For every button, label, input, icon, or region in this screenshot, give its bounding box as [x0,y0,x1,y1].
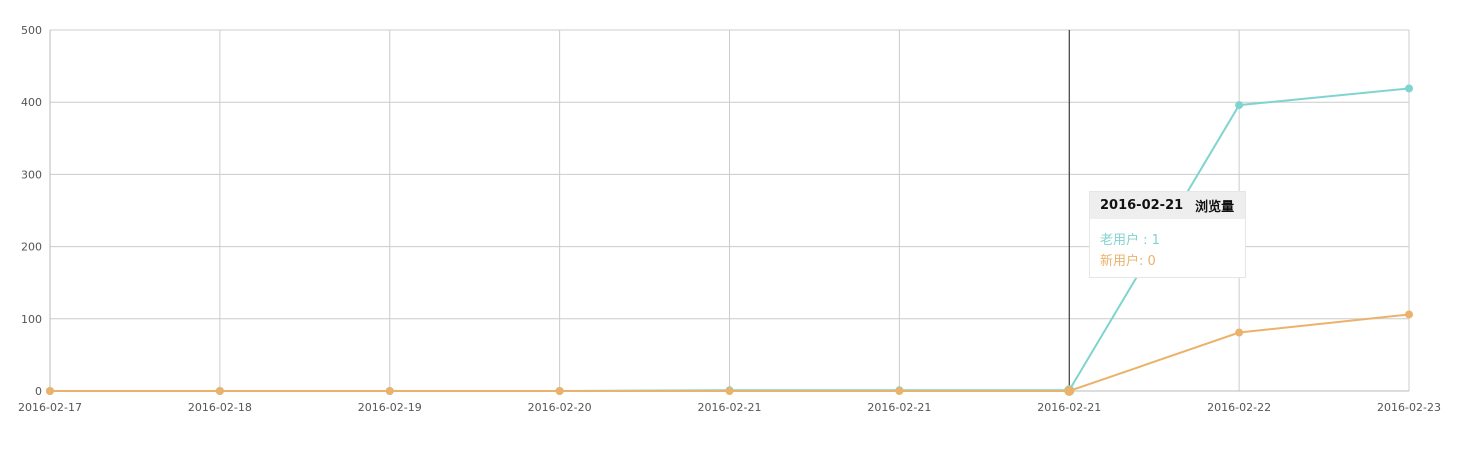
tooltip: 2016-02-21 浏览量 老用户 : 1 新用户: 0 [1089,191,1246,278]
x-tick-label: 2016-02-20 [528,401,592,414]
x-tick-label: 2016-02-17 [18,401,82,414]
tooltip-header: 2016-02-21 浏览量 [1090,192,1245,219]
data-point-1 [1235,328,1244,337]
y-tick-label: 100 [21,313,42,326]
data-point-1 [215,387,224,395]
x-tick-label: 2016-02-21 [698,401,762,414]
x-tick-label: 2016-02-23 [1377,401,1441,414]
tooltip-body: 老用户 : 1 新用户: 0 [1090,219,1245,272]
x-tick-label: 2016-02-21 [867,401,931,414]
tooltip-date: 2016-02-21 [1100,198,1184,213]
y-tick-label: 500 [21,24,42,37]
data-point-0 [1235,101,1244,110]
data-point-1 [1405,310,1413,319]
data-point-1 [555,387,564,395]
x-tick-label: 2016-02-18 [188,401,252,414]
data-point-1 [1064,386,1075,396]
data-point-1 [385,387,394,395]
x-tick-label: 2016-02-21 [1037,401,1101,414]
y-tick-label: 400 [21,96,42,109]
y-tick-label: 200 [21,241,42,254]
data-point-1 [895,387,904,395]
tooltip-title: 浏览量 [1195,200,1235,215]
tooltip-row-old-users: 老用户 : 1 [1100,233,1160,248]
x-tick-label: 2016-02-19 [358,401,422,414]
series-group [46,84,1413,396]
y-tick-label: 0 [35,385,42,398]
data-point-1 [46,387,54,395]
axes: 0 100 200 300 400 500 2016-02-17 2016-02-18 2016… [18,24,1441,414]
data-point-0 [1405,84,1413,93]
x-tick-label: 2016-02-22 [1207,401,1271,414]
y-tick-label: 300 [21,168,42,181]
tooltip-row-new-users: 新用户: 0 [1100,254,1156,269]
data-point-1 [725,387,734,395]
